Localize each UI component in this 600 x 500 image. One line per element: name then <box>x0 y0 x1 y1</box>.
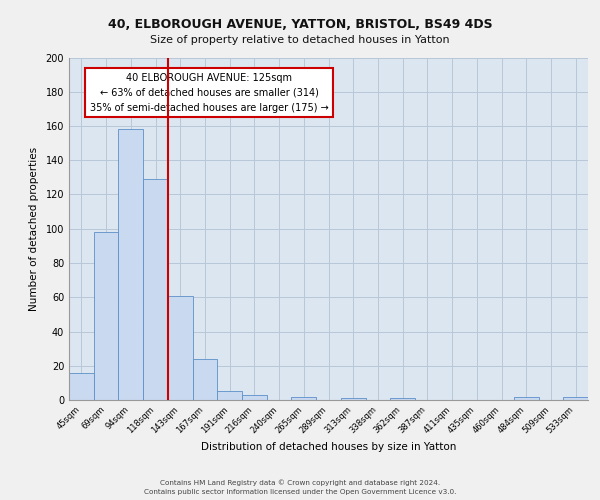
Bar <box>193 359 217 400</box>
Bar <box>69 372 94 400</box>
Text: Contains HM Land Registry data © Crown copyright and database right 2024.: Contains HM Land Registry data © Crown c… <box>160 480 440 486</box>
Bar <box>217 392 242 400</box>
Bar <box>514 396 539 400</box>
Text: 40, ELBOROUGH AVENUE, YATTON, BRISTOL, BS49 4DS: 40, ELBOROUGH AVENUE, YATTON, BRISTOL, B… <box>107 18 493 30</box>
Text: Size of property relative to detached houses in Yatton: Size of property relative to detached ho… <box>150 35 450 45</box>
Bar <box>563 396 588 400</box>
Y-axis label: Number of detached properties: Number of detached properties <box>29 146 38 311</box>
Bar <box>118 130 143 400</box>
Bar <box>242 395 267 400</box>
Bar <box>292 396 316 400</box>
Bar <box>390 398 415 400</box>
X-axis label: Distribution of detached houses by size in Yatton: Distribution of detached houses by size … <box>201 442 456 452</box>
Bar <box>168 296 193 400</box>
Text: Contains public sector information licensed under the Open Government Licence v3: Contains public sector information licen… <box>144 489 456 495</box>
Bar <box>143 179 168 400</box>
Text: 40 ELBOROUGH AVENUE: 125sqm
← 63% of detached houses are smaller (314)
35% of se: 40 ELBOROUGH AVENUE: 125sqm ← 63% of det… <box>90 73 329 112</box>
Bar <box>341 398 365 400</box>
Bar <box>94 232 118 400</box>
